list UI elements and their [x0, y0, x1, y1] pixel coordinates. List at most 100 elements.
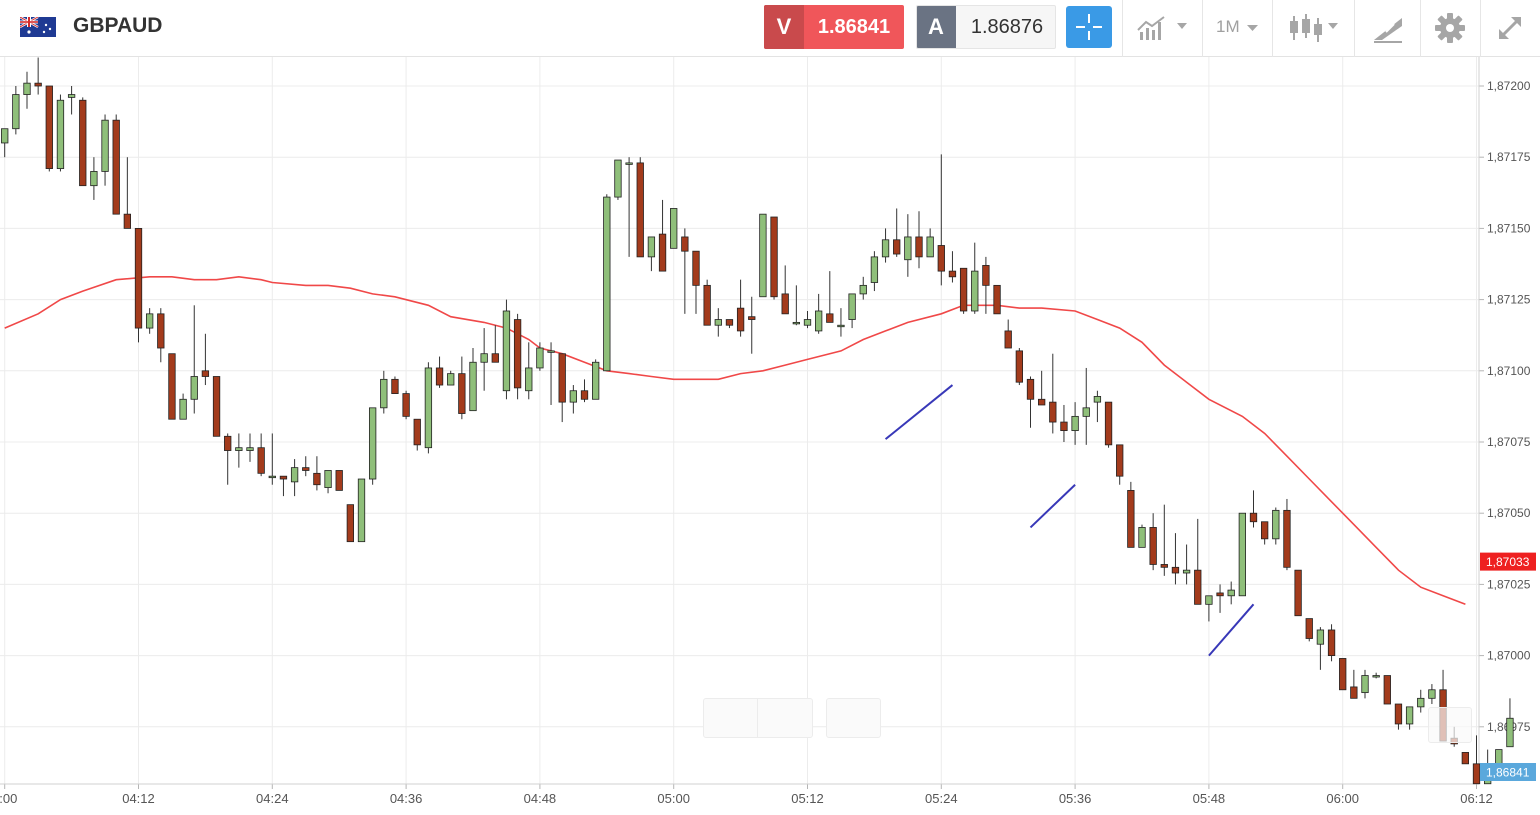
candle-body [1350, 686, 1358, 699]
candle-body [335, 470, 343, 491]
chart-type-button[interactable] [1286, 10, 1346, 46]
trend-line [1208, 603, 1255, 657]
candle-body [1138, 527, 1146, 548]
candle-body [246, 447, 254, 451]
candle-body [904, 236, 912, 261]
sell-button[interactable]: V 1.86841 [764, 5, 904, 49]
candle-body [770, 216, 778, 298]
candle-body [212, 376, 221, 437]
candle-body [1071, 415, 1079, 432]
candle-body [402, 393, 410, 417]
candle-body [357, 478, 366, 543]
candle-body [647, 236, 656, 258]
drawing-tools-button[interactable] [1368, 10, 1408, 46]
candle-body [1417, 697, 1425, 708]
reset-view-button[interactable] [826, 698, 881, 738]
candle-body [145, 313, 154, 329]
candle-body [34, 82, 42, 87]
zoom-controls[interactable] [703, 698, 813, 738]
candle-body [859, 284, 867, 295]
timeframe-label: 1M [1216, 17, 1240, 36]
buy-button[interactable]: A 1.86876 [916, 5, 1056, 49]
candle-body [1149, 527, 1157, 565]
settings-button[interactable] [1432, 10, 1468, 46]
candle-body [1361, 675, 1369, 694]
candle-body [67, 94, 76, 98]
crosshair-icon [1076, 14, 1102, 40]
candle-body [658, 233, 667, 272]
toolbar-separator [1354, 0, 1355, 57]
candle-body [268, 475, 276, 479]
crosshair-button[interactable] [1066, 6, 1112, 48]
candle-body [435, 367, 444, 386]
candle-body [324, 470, 332, 488]
candlestick-icon [1290, 14, 1338, 42]
candle-body [391, 378, 399, 394]
candle-body [45, 85, 53, 169]
candle-body [547, 350, 555, 353]
indicators-button[interactable] [1134, 10, 1194, 46]
candle-body [748, 316, 756, 320]
x-tick-label: 05:24 [925, 791, 958, 806]
x-tick-label: 04:48 [524, 791, 557, 806]
scroll-to-latest-button[interactable] [1428, 707, 1472, 743]
candle-body [1127, 490, 1135, 548]
candle-body [681, 236, 689, 252]
y-tick-label: 1,87150 [1487, 221, 1531, 235]
candle-body [290, 467, 299, 483]
candle-body [346, 504, 355, 543]
candle-body [881, 239, 890, 258]
candle-body [1394, 703, 1403, 725]
candle-body [525, 367, 533, 392]
candle-body [502, 310, 511, 392]
fullscreen-icon [1499, 17, 1521, 39]
candle-body [948, 270, 957, 278]
candle-body [781, 293, 789, 315]
candle-body [1216, 592, 1224, 597]
candle-body [56, 99, 65, 169]
candle-body [235, 447, 243, 451]
candle-body [1205, 595, 1213, 605]
sell-price: 1.86841 [817, 16, 891, 38]
y-tick-label: 1,87000 [1487, 649, 1531, 663]
trend-line [884, 384, 954, 440]
candle-body [1049, 401, 1057, 423]
candle-body [112, 119, 120, 215]
candle-body [90, 171, 98, 187]
chevron-down-icon [1247, 24, 1259, 31]
buy-tag: A [917, 6, 956, 48]
flag-uk-au-icon [20, 17, 56, 37]
candle-body [848, 293, 856, 320]
candle-body [1060, 421, 1068, 432]
buy-price: 1.86876 [970, 16, 1044, 38]
candle-body [368, 407, 377, 480]
timeframe-selector[interactable]: 1M [1216, 17, 1260, 37]
candle-body [725, 319, 734, 326]
candle-body [1383, 675, 1391, 705]
candle-body [12, 94, 20, 130]
candle-body [491, 353, 499, 363]
y-tick-label: 1,87125 [1487, 293, 1531, 307]
candle-body [469, 361, 477, 412]
price-chart[interactable]: 1,87200 1,87175 1,87150 1,87125 1,87100 1,870… [0, 57, 1540, 815]
ma-price-label: 1,87033 [1486, 555, 1530, 569]
candle-body [302, 467, 310, 471]
x-tick-label: 04:12 [122, 791, 155, 806]
fullscreen-button[interactable] [1492, 10, 1528, 46]
candle-body [703, 284, 711, 326]
toolbar-separator [1122, 0, 1123, 57]
candle-body [759, 213, 767, 298]
x-tick-label: 05:48 [1193, 791, 1226, 806]
candle-body [313, 472, 321, 486]
candle-body [1327, 629, 1336, 657]
drawing-tools-icon [1374, 18, 1402, 43]
candle-body [993, 284, 1001, 315]
candle-body [1294, 569, 1302, 617]
candle-body [714, 319, 722, 326]
candle-body [480, 353, 488, 363]
candle-body [692, 250, 700, 286]
y-tick-label: 1,87050 [1487, 506, 1531, 520]
candle-body [123, 213, 131, 229]
candle-body [157, 313, 165, 349]
trend-line [1029, 483, 1076, 529]
